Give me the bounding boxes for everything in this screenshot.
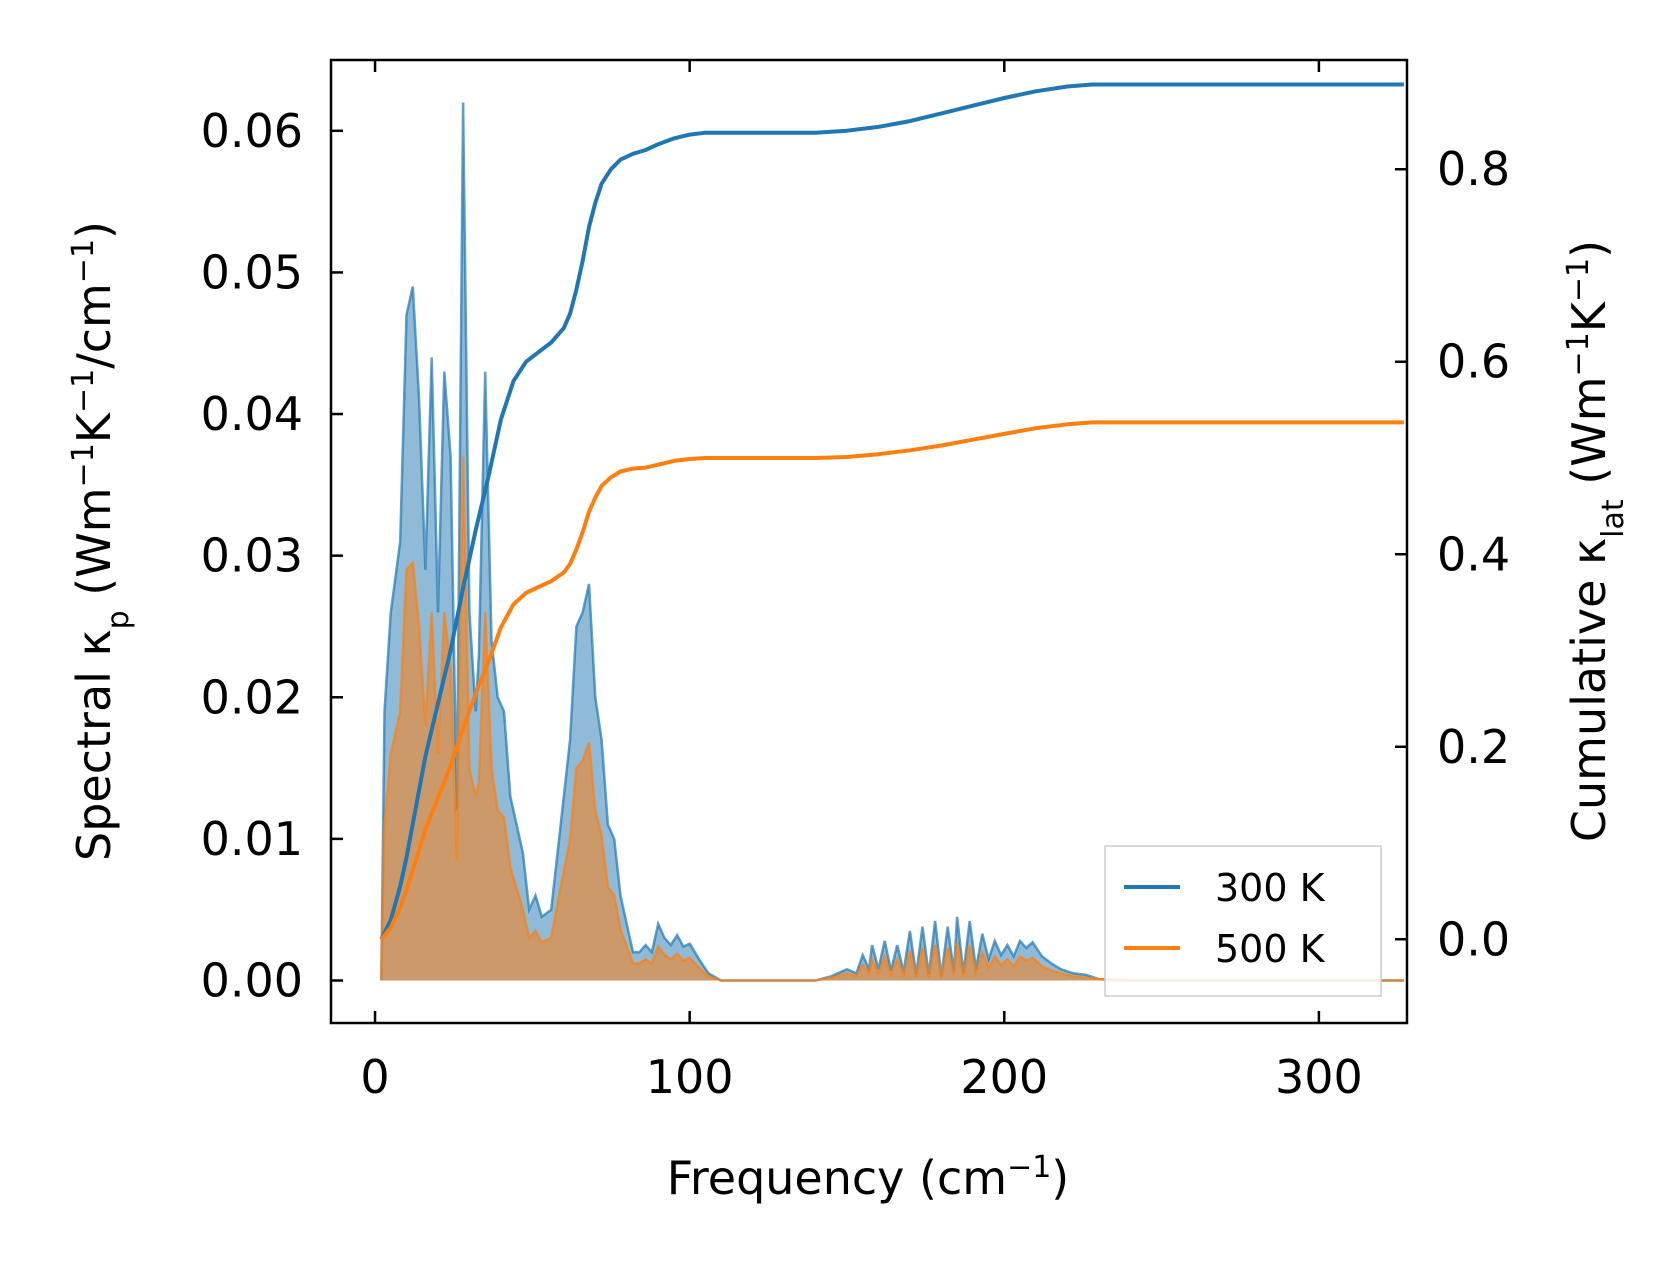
y-right-tick-label: 0.8 xyxy=(1437,142,1510,196)
x-tick-label: 200 xyxy=(960,1050,1048,1104)
legend-label-300k: 300 K xyxy=(1215,866,1326,910)
y-right-tick-label: 0.0 xyxy=(1437,912,1510,966)
y-right-tick-label: 0.6 xyxy=(1437,335,1510,389)
plot-frame xyxy=(329,58,1409,1025)
y-right-tick-label: 0.4 xyxy=(1437,527,1510,581)
y-left-tick-label: 0.06 xyxy=(201,104,303,158)
x-tick-label: 100 xyxy=(646,1050,734,1104)
y-left-tick-label: 0.00 xyxy=(201,954,303,1008)
x-tick-label: 0 xyxy=(360,1050,389,1104)
y-axis-left-label: Spectral κp (Wm−1K−1/cm−1) xyxy=(66,221,136,861)
y-right-tick-label: 0.2 xyxy=(1437,720,1510,774)
legend-box xyxy=(1104,845,1382,997)
y-left-tick-label: 0.02 xyxy=(201,670,303,724)
legend-label-500k: 500 K xyxy=(1215,927,1326,971)
y-left-tick-label: 0.01 xyxy=(201,812,303,866)
spectral-area-500-k xyxy=(381,456,1404,981)
axis-ticks: 0 100 200 300 0.00 0.01 0.02 0.03 0.04 0.05 0.06 0.… xyxy=(201,60,1510,1104)
y-left-tick-label: 0.05 xyxy=(201,245,303,299)
y-axis-right-label: Cumulative κlat (Wm−1K−1) xyxy=(1561,240,1631,842)
spectral-line-500-k xyxy=(380,456,1404,982)
plot-area xyxy=(379,82,1404,982)
spectral-line-300-k xyxy=(380,102,1404,982)
cumulative-line-500-k xyxy=(379,420,1404,941)
y-left-tick-label: 0.04 xyxy=(201,387,303,441)
x-tick-label: 300 xyxy=(1275,1050,1363,1104)
legend: 300 K 500 K xyxy=(1104,845,1382,997)
y-left-tick-label: 0.03 xyxy=(201,529,303,583)
x-axis-label: Frequency (cm−1) xyxy=(667,1150,1070,1206)
cumulative-line-300-k xyxy=(379,82,1404,941)
